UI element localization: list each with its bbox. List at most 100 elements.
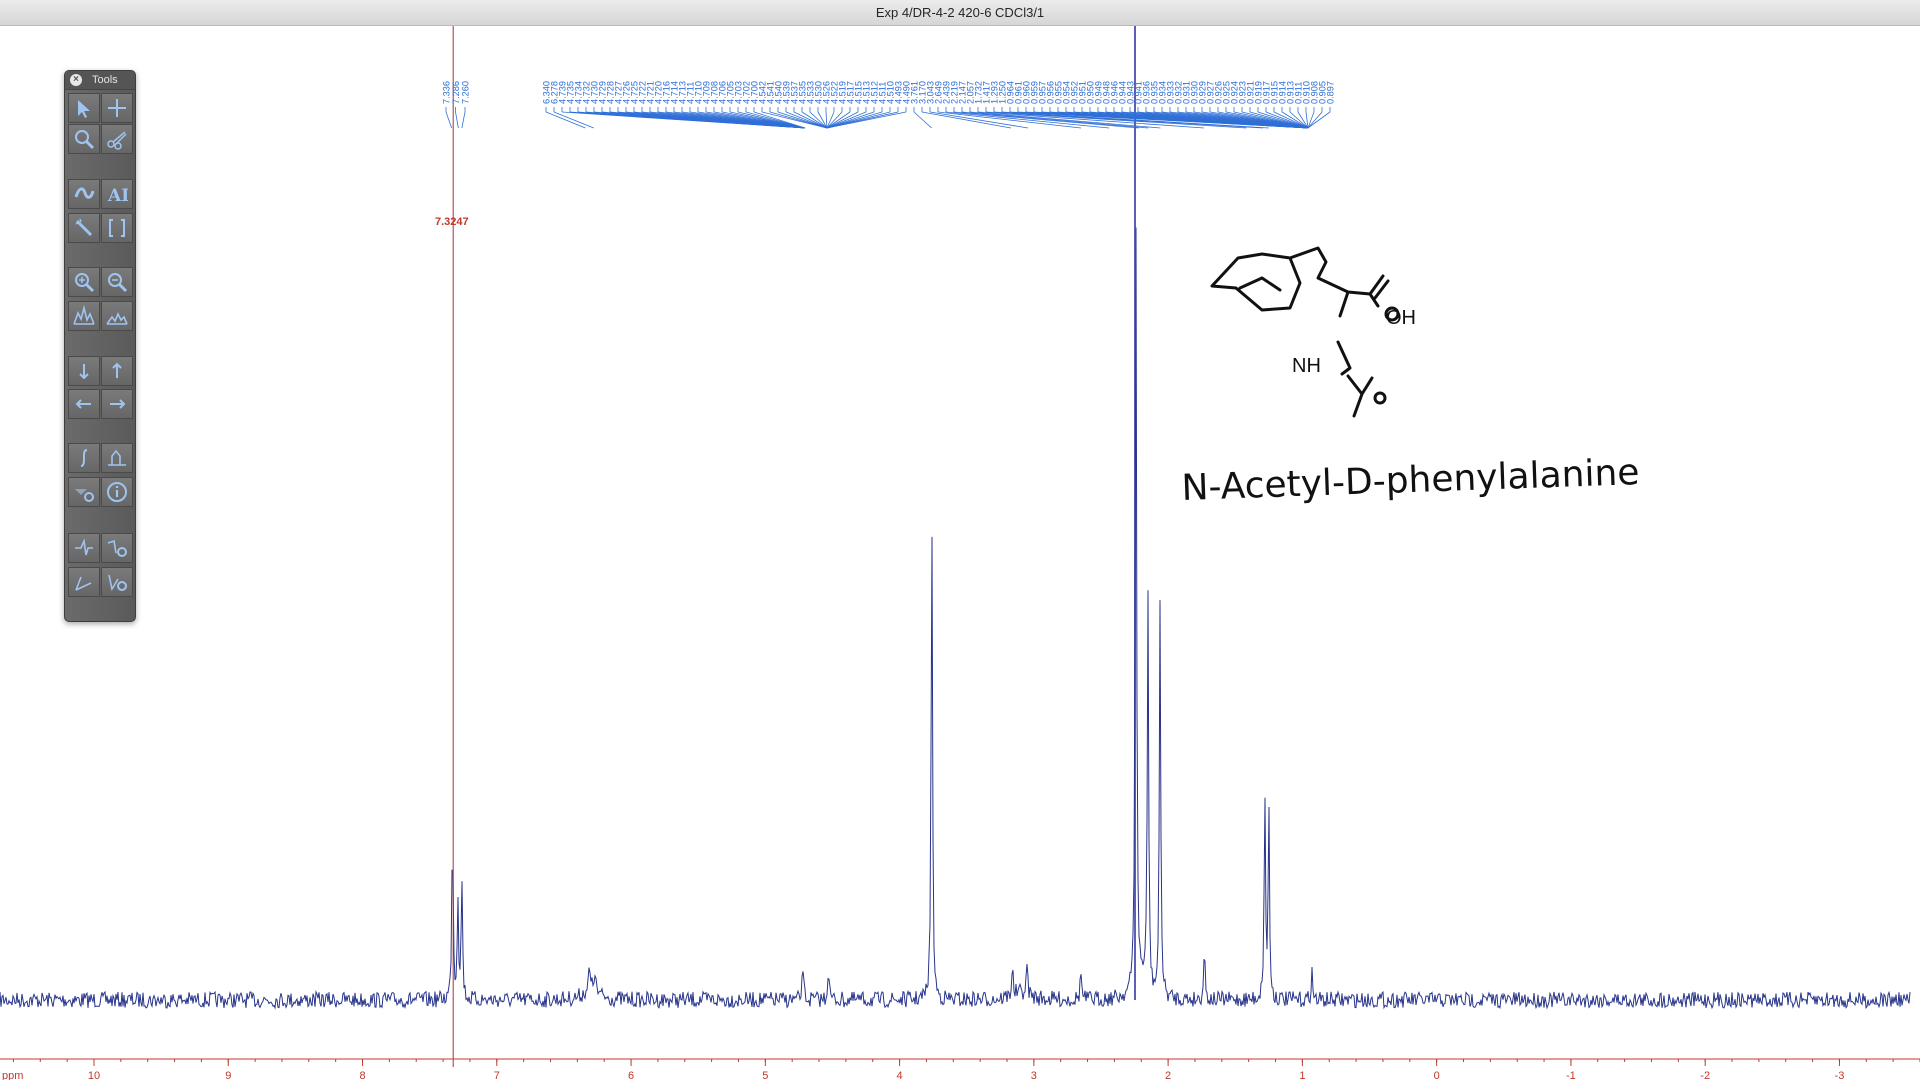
peak-group2-leader (921, 111, 1012, 129)
peak-group2-label: 0.913 (1286, 81, 1296, 104)
x-tick-label: -2 (1700, 1070, 1710, 1080)
peak-group2-label: 1.293 (990, 81, 1000, 104)
peak-group2-label: 4.530 (814, 81, 824, 104)
scissors-button[interactable] (101, 124, 133, 154)
peak-group2-leader (825, 111, 828, 129)
peak-group2-label: 0.910 (1302, 81, 1312, 104)
baseline-fit-button[interactable] (68, 567, 100, 597)
peaks-small-icon (106, 312, 128, 325)
peaks-button[interactable] (68, 301, 100, 331)
peak-group2-leader (1305, 111, 1309, 129)
peak-group2-label: 0.930 (1190, 81, 1200, 104)
peak-group2-leader (985, 111, 1247, 129)
peak-group2-label: 0.917 (1262, 81, 1272, 104)
peak-group2-leader (1001, 111, 1269, 129)
integral-button[interactable] (68, 443, 100, 473)
peak-group2-label: 6.278 (550, 81, 560, 104)
peak-group2-label: 2.219 (950, 81, 960, 104)
pointer-button[interactable] (68, 93, 100, 123)
peaks-small-button[interactable] (101, 301, 133, 331)
magnifier-icon (75, 130, 95, 150)
cursor-value-label: 7.3247 (435, 216, 469, 228)
peak-group2-label: 0.950 (1086, 81, 1096, 104)
peak-group2-label: 4.706 (718, 81, 728, 104)
peak-group2-label: 4.515 (854, 81, 864, 104)
peak-group2-label: 4.708 (710, 81, 720, 104)
phase-button[interactable] (68, 179, 100, 209)
peak-group2-leader (953, 111, 1139, 129)
phase-auto-icon (75, 538, 93, 556)
peak-group2-label: 4.490 (902, 81, 912, 104)
x-tick-label: 9 (225, 1070, 231, 1080)
peak-group2-label: 0.933 (1166, 81, 1176, 104)
peak-group2-label: 0.927 (1206, 81, 1216, 104)
arrow-left-button[interactable] (68, 389, 100, 419)
info-button[interactable] (101, 477, 133, 507)
magnifier-button[interactable] (68, 124, 100, 154)
peak-group2-label: 0.956 (1046, 81, 1056, 104)
peak-group2-label: 4.703 (734, 81, 744, 104)
peak-group2-leader (1273, 111, 1309, 129)
crosshair-button[interactable] (101, 93, 133, 123)
wand-button[interactable] (68, 213, 100, 243)
peak-group2-label: 4.539 (782, 81, 792, 104)
x-tick-label: 2 (1165, 1070, 1171, 1080)
arrow-down-button[interactable] (68, 356, 100, 386)
peak-group2-label: 4.540 (774, 81, 784, 104)
oh-label: OH (1386, 307, 1416, 329)
zoom-in-button[interactable] (68, 267, 100, 297)
peak-group1-leader (461, 111, 466, 129)
x-tick-label: 10 (88, 1070, 100, 1080)
baseline-fit-icon (75, 576, 92, 591)
baseline-settings-button[interactable] (101, 567, 133, 597)
peak-group2-label: 4.725 (630, 81, 640, 104)
peak-group2-leader (826, 111, 843, 129)
arrow-up-button[interactable] (101, 356, 133, 386)
phase-auto-button[interactable] (68, 533, 100, 563)
peak-group2-leader (545, 111, 586, 129)
structure-labels: OH NH (1292, 307, 1416, 377)
x-tick-label: 6 (628, 1070, 634, 1080)
peak-group2-label: 0.948 (1102, 81, 1112, 104)
window-title: Exp 4/DR-4-2 420-6 CDCl3/1 (875, 5, 1045, 20)
peak-group2-label: 0.905 (1318, 81, 1328, 104)
peak-group2-leader (753, 111, 806, 129)
peaks-icon (73, 305, 95, 325)
peak-group2-leader (809, 111, 828, 129)
peak-group2-label: 4.713 (678, 81, 688, 104)
peak-group2-label: 0.929 (1198, 81, 1208, 104)
settings-peak-button[interactable] (68, 477, 100, 507)
peak-group2-leader (1307, 111, 1331, 129)
peak-group2-label: 0.924 (1230, 81, 1240, 104)
phase-settings-button[interactable] (101, 533, 133, 563)
side-chain (1288, 246, 1350, 318)
spectrum-trace (0, 227, 1911, 1010)
arrow-right-button[interactable] (101, 389, 133, 419)
x-tick-label: 0 (1434, 1070, 1440, 1080)
peak-group2-leader (945, 111, 1110, 129)
peak-group2-leader (793, 111, 828, 129)
peak-group2-label: 4.519 (838, 81, 848, 104)
peak-group2-label: 4.517 (846, 81, 856, 104)
close-icon[interactable]: × (70, 74, 82, 86)
peak-group2-label: 0.957 (1038, 81, 1048, 104)
peak-group2-leader (1257, 111, 1309, 129)
text-tool-button[interactable]: AI (101, 179, 133, 209)
tools-panel[interactable]: × Tools AI (64, 70, 136, 622)
phase-icon (74, 187, 95, 199)
x-tick-label: -3 (1835, 1070, 1845, 1080)
peak-group2-label: 4.739 (558, 81, 568, 104)
baseline-button[interactable] (101, 443, 133, 473)
peak-group2-label: 4.512 (870, 81, 880, 104)
tools-panel-header[interactable]: × Tools (65, 71, 135, 90)
zoom-out-button[interactable] (101, 267, 133, 297)
peak-group2-leader (1297, 111, 1309, 129)
peak-group2-label: 4.726 (622, 81, 632, 104)
bracket-button[interactable] (101, 213, 133, 243)
nh-label: NH (1292, 355, 1321, 377)
peak-group2-label: 4.727 (614, 81, 624, 104)
peak-group1-leader (445, 111, 453, 129)
peak-group2-label: 4.541 (766, 81, 776, 104)
structure-drawing (1210, 246, 1390, 418)
